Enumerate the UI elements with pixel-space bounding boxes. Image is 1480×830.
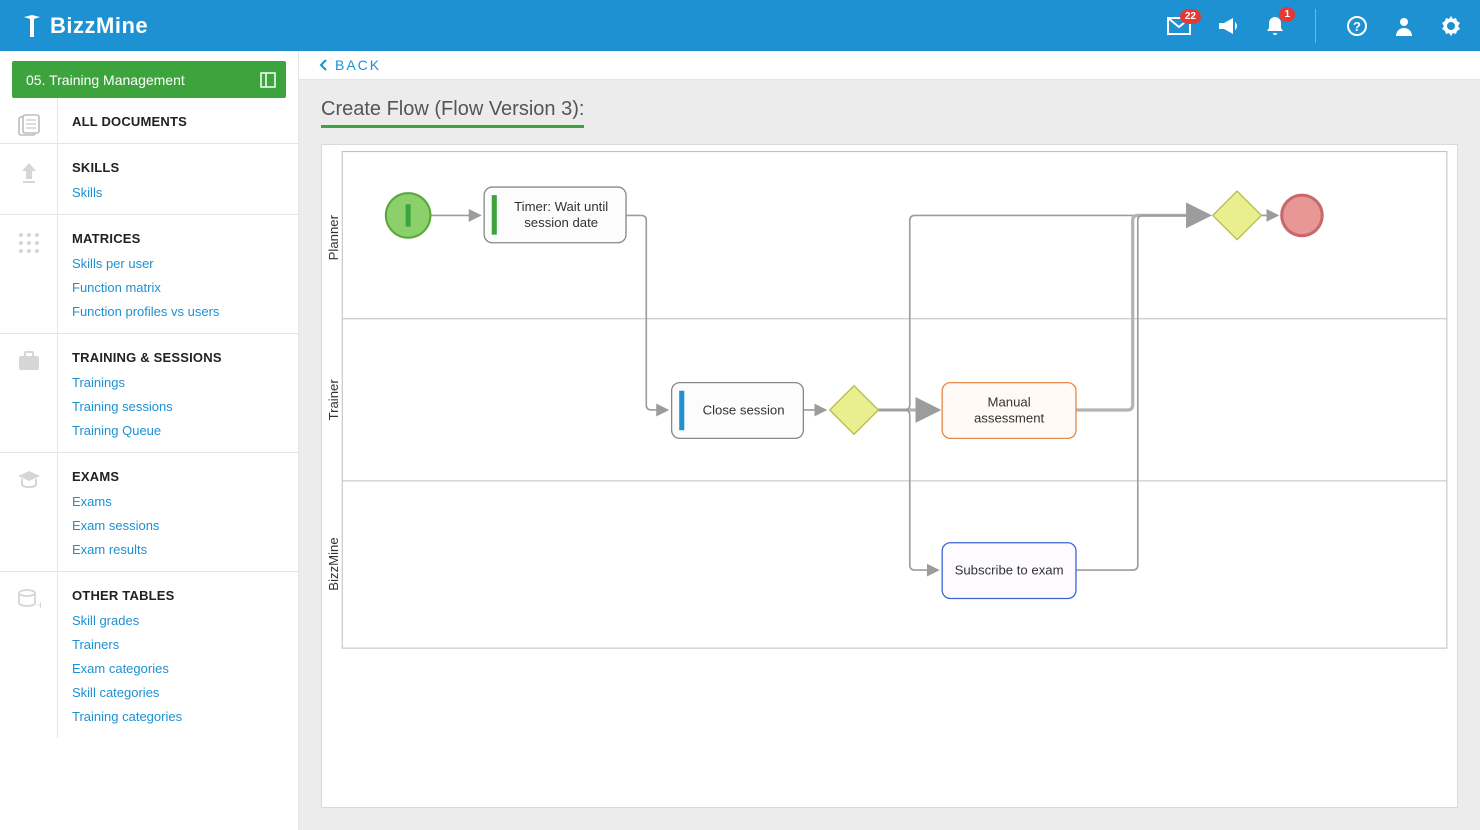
flow-edge <box>878 216 1208 411</box>
back-label: BACK <box>335 57 381 73</box>
flow-node-close[interactable]: Close session <box>672 383 804 439</box>
nav-link-training-categories[interactable]: Training categories <box>72 709 284 724</box>
help-icon[interactable]: ? <box>1346 15 1368 37</box>
flow-node-timer[interactable]: Timer: Wait untilsession date <box>484 187 626 243</box>
sidebar: 05. Training Management ALL DOCUMENTS SK… <box>0 51 299 830</box>
svg-text:Manual: Manual <box>988 395 1031 410</box>
nav-title: OTHER TABLES <box>72 588 284 603</box>
nav-link-exam-categories[interactable]: Exam categories <box>72 661 284 676</box>
pickaxe-icon <box>20 13 44 39</box>
nav-link-exam-sessions[interactable]: Exam sessions <box>72 518 284 533</box>
nav-section-skills: SKILLS Skills <box>0 144 298 215</box>
svg-text:?: ? <box>1353 19 1361 34</box>
nav-section-training: TRAINING & SESSIONS Trainings Training s… <box>0 334 298 453</box>
documents-icon <box>0 98 58 143</box>
flow-node-gw2[interactable] <box>1213 191 1262 240</box>
nav-link-skills-per-user[interactable]: Skills per user <box>72 256 284 271</box>
nav-link-training-queue[interactable]: Training Queue <box>72 423 284 438</box>
nav-link-exams[interactable]: Exams <box>72 494 284 509</box>
topbar: BizzMine 22 1 ? <box>0 0 1480 51</box>
upload-icon <box>0 144 58 214</box>
nav-link-training-sessions[interactable]: Training sessions <box>72 399 284 414</box>
module-selector[interactable]: 05. Training Management <box>12 61 286 98</box>
mail-icon[interactable]: 22 <box>1167 17 1191 35</box>
backbar: BACK <box>299 51 1480 80</box>
nav-title: SKILLS <box>72 160 284 175</box>
nav-link-function-matrix[interactable]: Function matrix <box>72 280 284 295</box>
brand-text: BizzMine <box>50 13 148 39</box>
megaphone-icon[interactable] <box>1217 16 1239 36</box>
nav-link-exam-results[interactable]: Exam results <box>72 542 284 557</box>
briefcase-icon <box>0 334 58 452</box>
nav-link-skill-categories[interactable]: Skill categories <box>72 685 284 700</box>
nav-link-trainers[interactable]: Trainers <box>72 637 284 652</box>
nav-title: MATRICES <box>72 231 284 246</box>
graduation-icon <box>0 453 58 571</box>
gear-icon[interactable] <box>1440 15 1462 37</box>
divider <box>1315 9 1316 43</box>
flow-edge <box>878 410 938 570</box>
nav-section-other: + OTHER TABLES Skill grades Trainers Exa… <box>0 572 298 738</box>
nav-section-matrices: MATRICES Skills per user Function matrix… <box>0 215 298 334</box>
grid-icon <box>0 215 58 333</box>
nav-title: TRAINING & SESSIONS <box>72 350 284 365</box>
flow-node-subscribe[interactable]: Subscribe to exam <box>942 543 1076 599</box>
nav-link-function-profiles[interactable]: Function profiles vs users <box>72 304 284 319</box>
flow-node-start[interactable] <box>386 193 431 238</box>
flow-canvas[interactable]: Planner Trainer BizzMine Timer: Wait unt… <box>321 144 1458 808</box>
flow-node-gw1[interactable] <box>830 386 879 435</box>
brand-logo[interactable]: BizzMine <box>20 13 148 39</box>
svg-text:+: + <box>37 598 41 612</box>
user-icon[interactable] <box>1394 15 1414 37</box>
lane-label-bizzmine: BizzMine <box>326 538 341 591</box>
flow-edge <box>1076 216 1209 571</box>
database-icon: + <box>0 572 58 738</box>
topbar-actions: 22 1 ? <box>1167 9 1462 43</box>
svg-text:Close session: Close session <box>703 403 785 418</box>
nav-title-all-documents: ALL DOCUMENTS <box>72 114 284 129</box>
nav-link-skills[interactable]: Skills <box>72 185 284 200</box>
bell-icon[interactable]: 1 <box>1265 15 1285 37</box>
mail-badge: 22 <box>1180 9 1201 24</box>
flow-diagram: Planner Trainer BizzMine Timer: Wait unt… <box>322 145 1457 807</box>
page-title: Create Flow (Flow Version 3): <box>321 98 584 128</box>
nav-link-skill-grades[interactable]: Skill grades <box>72 613 284 628</box>
lane-label-planner: Planner <box>326 215 341 261</box>
flow-node-end[interactable] <box>1282 195 1323 236</box>
nav-all-documents[interactable]: ALL DOCUMENTS <box>0 98 298 144</box>
bell-badge: 1 <box>1279 7 1295 22</box>
svg-text:Timer: Wait until: Timer: Wait until <box>514 199 608 214</box>
flow-node-manual[interactable]: Manualassessment <box>942 383 1076 439</box>
chevron-left-icon <box>319 59 327 71</box>
flow-edge <box>1076 216 1209 411</box>
svg-text:assessment: assessment <box>974 411 1045 426</box>
svg-text:Subscribe to exam: Subscribe to exam <box>955 563 1064 578</box>
lane-label-trainer: Trainer <box>326 379 341 421</box>
main: BACK Create Flow (Flow Version 3): Plann… <box>299 51 1480 830</box>
flow-edge <box>626 216 668 411</box>
svg-text:session date: session date <box>524 215 598 230</box>
nav-title: EXAMS <box>72 469 284 484</box>
panel-icon <box>260 72 276 88</box>
back-button[interactable]: BACK <box>319 57 381 73</box>
module-title: 05. Training Management <box>26 72 185 88</box>
nav-section-exams: EXAMS Exams Exam sessions Exam results <box>0 453 298 572</box>
nav-link-trainings[interactable]: Trainings <box>72 375 284 390</box>
